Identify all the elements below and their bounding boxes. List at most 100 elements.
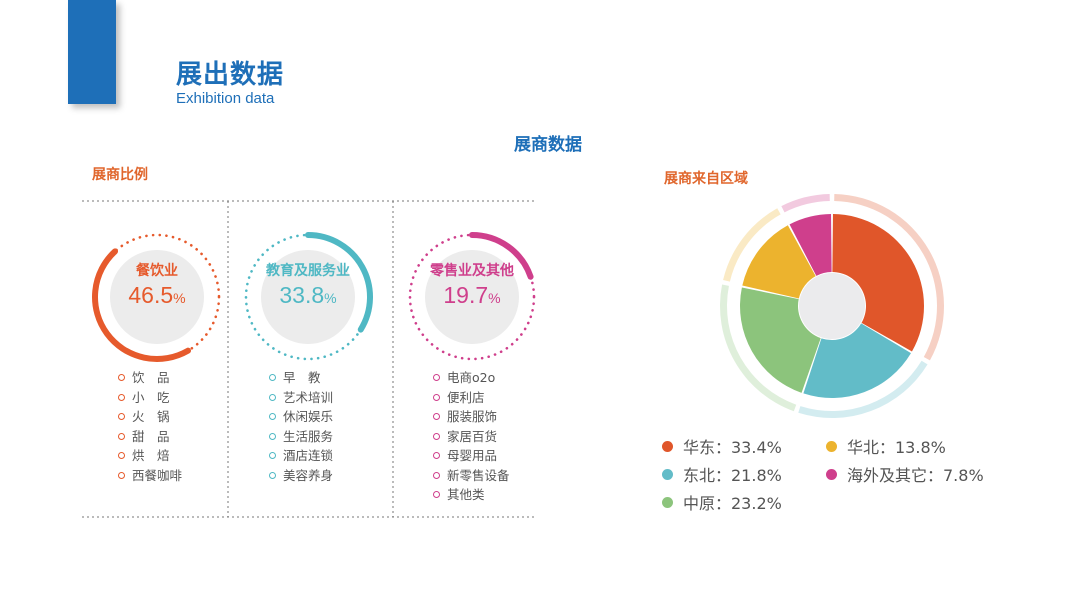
list-item: 甜 品 <box>118 427 182 447</box>
legend-label: 华北：13.8% <box>847 438 946 457</box>
legend-swatch <box>662 496 673 508</box>
legend-item: 华东：33.4% <box>662 434 782 458</box>
list-item: 休闲娱乐 <box>269 407 333 427</box>
legend-item: 华北：13.8% <box>826 434 946 458</box>
list-item: 服装服饰 <box>433 407 510 427</box>
bullet-icon <box>269 374 276 382</box>
category-label-1: 教育及服务业 <box>266 263 350 279</box>
category-value-0: 46.5% <box>128 282 186 308</box>
bullet-icon <box>433 432 440 440</box>
category-label-2: 零售业及其他 <box>430 263 514 279</box>
bullet-icon <box>269 413 276 421</box>
category-column-0: 餐饮业 46.5% 饮 品小 吃火 锅甜 品烘 焙西餐咖啡 <box>82 200 232 518</box>
legend-swatch <box>826 468 837 480</box>
legend-item: 中原：23.2% <box>662 490 782 514</box>
list-item: 饮 品 <box>118 368 182 388</box>
list-item-label: 生活服务 <box>283 428 334 444</box>
list-item: 小 吃 <box>118 388 182 408</box>
category-value-2: 19.7% <box>443 282 501 308</box>
list-item-label: 饮 品 <box>132 370 170 385</box>
category-ring-0 <box>92 233 221 362</box>
exhibitor-region-heading: 展商来自区域 <box>664 171 748 187</box>
region-outer-ring-2 <box>720 284 797 412</box>
category-items-0: 饮 品小 吃火 锅甜 品烘 焙西餐咖啡 <box>118 368 182 485</box>
category-ring-text-2: 零售业及其他 19.7% <box>397 260 547 309</box>
category-ring-arc-2 <box>469 232 534 280</box>
region-slice-4 <box>789 214 832 276</box>
list-item-label: 小 吃 <box>132 389 170 405</box>
list-item-label: 艺术培训 <box>283 389 334 405</box>
legend-item: 东北：21.8% <box>662 462 782 486</box>
region-outer-ring-0 <box>834 194 944 361</box>
category-ring-1 <box>244 232 373 361</box>
legend-swatch <box>662 468 673 480</box>
legend-swatch <box>826 440 837 452</box>
list-item-label: 西餐咖啡 <box>132 467 183 483</box>
list-item-label: 甜 品 <box>132 428 170 444</box>
legend-item: 海外及其它：7.8% <box>826 462 984 486</box>
list-item: 电商o2o <box>433 368 510 388</box>
region-donut-chart <box>720 194 944 418</box>
list-item-label: 家居百货 <box>447 428 498 444</box>
category-ring-bg-1 <box>261 250 355 344</box>
list-item-label: 服装服饰 <box>447 409 498 424</box>
category-ring-text-1: 教育及服务业 33.8% <box>233 260 383 309</box>
legend-swatch <box>662 440 673 452</box>
region-slice-1 <box>803 323 911 398</box>
bullet-icon <box>269 432 276 440</box>
bullet-icon <box>433 452 440 460</box>
bullet-icon <box>118 471 125 479</box>
bullet-icon <box>433 491 440 499</box>
list-item-label: 酒店连锁 <box>283 448 334 463</box>
category-items-2: 电商o2o 便利店服装服饰家居百货母婴用品新零售设备 其他类 <box>433 368 510 505</box>
list-item: 美容养身 <box>269 466 333 486</box>
region-outer-ring-4 <box>781 194 830 213</box>
category-ring-arc-1 <box>305 232 373 333</box>
category-column-1: 教育及服务业 33.8% 早 教艺术培训休闲娱乐生活服务酒店连锁美容养身 <box>233 200 383 518</box>
category-value-1: 33.8% <box>279 282 337 308</box>
bullet-icon <box>269 452 276 460</box>
list-item: 便利店 <box>433 388 510 408</box>
exhibitor-ratio-heading: 展商比例 <box>92 167 148 183</box>
legend-label: 东北：21.8% <box>683 466 782 485</box>
legend-label: 中原：23.2% <box>683 494 782 513</box>
list-item-label: 便利店 <box>447 389 485 405</box>
bullet-icon <box>118 393 125 401</box>
bullet-icon <box>269 393 276 401</box>
list-item: 艺术培训 <box>269 388 333 408</box>
bullet-icon <box>433 374 440 382</box>
list-item: 烘 焙 <box>118 446 182 466</box>
category-ring-text-0: 餐饮业 46.5% <box>82 260 232 309</box>
list-item: 生活服务 <box>269 427 333 447</box>
region-donut-hole <box>799 273 865 339</box>
list-item: 新零售设备 <box>433 466 510 486</box>
list-item-label: 休闲娱乐 <box>283 409 334 424</box>
category-items-1: 早 教艺术培训休闲娱乐生活服务酒店连锁美容养身 <box>269 368 333 485</box>
list-item: 早 教 <box>269 368 333 388</box>
ratio-panel-border <box>82 200 534 518</box>
bullet-icon <box>118 413 125 421</box>
region-legend: 华东：33.4% 东北：21.8% 中原：23.2% 华北：13.8% 海外及其它：7.… <box>662 434 1042 518</box>
list-item-label: 电商o2o <box>447 370 496 385</box>
region-slice-3 <box>742 225 816 299</box>
legend-label: 海外及其它：7.8% <box>847 466 984 485</box>
list-item-label: 烘 焙 <box>132 448 170 463</box>
region-slice-0 <box>832 214 924 352</box>
bullet-icon <box>433 393 440 401</box>
bullet-icon <box>269 471 276 479</box>
list-item-label: 其他类 <box>447 487 485 502</box>
category-ring-dots-2 <box>408 233 536 361</box>
title-accent-bar <box>68 0 116 104</box>
region-slice-2 <box>740 287 821 393</box>
category-ring-bg-2 <box>425 250 519 344</box>
page-subtitle: Exhibition data <box>176 90 275 107</box>
list-item: 西餐咖啡 <box>118 466 182 486</box>
list-item-label: 母婴用品 <box>447 448 498 463</box>
category-ring-arc-0 <box>92 248 191 362</box>
list-item-label: 美容养身 <box>283 467 334 483</box>
region-outer-ring-1 <box>798 360 928 418</box>
list-item: 酒店连锁 <box>269 446 333 466</box>
bullet-icon <box>433 471 440 479</box>
list-item-label: 早 教 <box>283 370 321 385</box>
list-item: 母婴用品 <box>433 446 510 466</box>
